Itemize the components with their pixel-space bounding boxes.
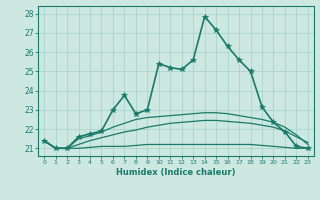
X-axis label: Humidex (Indice chaleur): Humidex (Indice chaleur)	[116, 168, 236, 177]
